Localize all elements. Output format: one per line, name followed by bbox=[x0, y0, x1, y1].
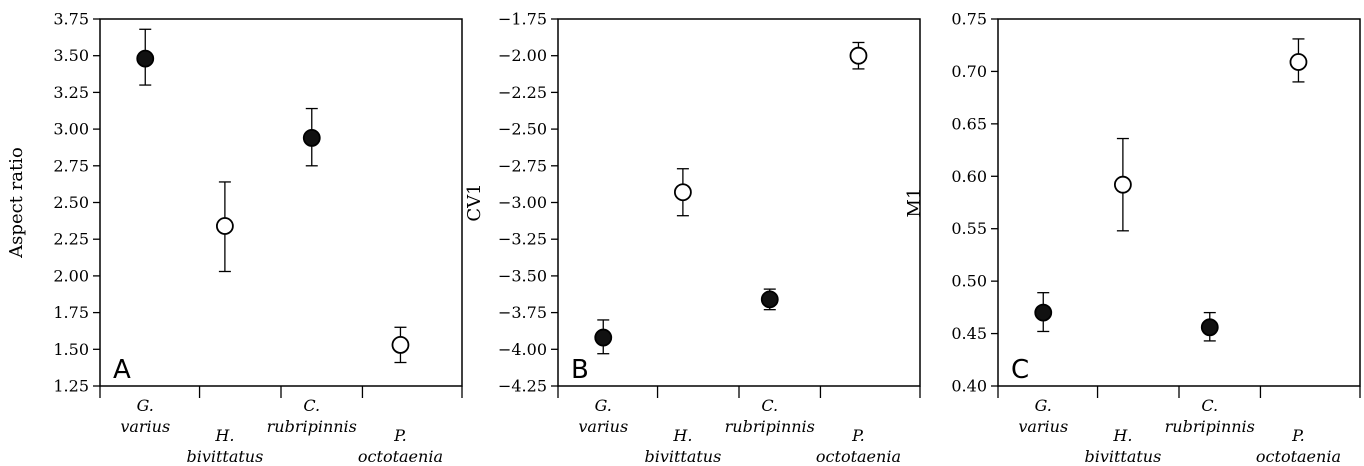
data-point bbox=[1289, 53, 1308, 71]
y-tick-label: −2.50 bbox=[498, 120, 547, 139]
y-tick-label: 2.50 bbox=[53, 193, 89, 212]
category-label-genus: P. bbox=[851, 426, 865, 445]
y-tick-label: 1.50 bbox=[53, 340, 89, 359]
category-label-species: varius bbox=[1018, 417, 1068, 436]
y-tick-label: 0.40 bbox=[951, 377, 987, 396]
data-point bbox=[215, 217, 234, 235]
y-tick-label: 2.25 bbox=[53, 230, 89, 249]
data-point bbox=[391, 335, 410, 354]
panel-a: 1.25 1.50 1.75 2.00 2.25 2.50 2.75 3.00 3.25 3.50… bbox=[6, 10, 463, 466]
y-tick-label: 0.75 bbox=[951, 10, 987, 29]
category-label-species: rubripinnis bbox=[725, 417, 815, 436]
category-label-species: bivittatus bbox=[186, 447, 263, 466]
y-tick-label: 0.70 bbox=[951, 62, 987, 81]
category-label-genus: P. bbox=[1291, 426, 1305, 445]
category-label-species: varius bbox=[120, 417, 170, 436]
y-tick-label: −1.75 bbox=[498, 10, 547, 29]
y-tick-label: −3.75 bbox=[498, 303, 547, 322]
data-point bbox=[1034, 303, 1053, 322]
data-point bbox=[849, 46, 868, 65]
y-axis-title: Aspect ratio bbox=[6, 147, 27, 259]
y-tick-label: 0.60 bbox=[951, 167, 987, 186]
category-label-species: octotaenia bbox=[358, 447, 443, 466]
y-tick-label: 3.00 bbox=[53, 120, 89, 139]
y-tick-label: 2.00 bbox=[53, 266, 89, 285]
y-tick-label: 0.55 bbox=[951, 219, 987, 238]
data-point bbox=[594, 328, 613, 347]
y-tick-label: −2.25 bbox=[498, 83, 547, 102]
category-label-genus: P. bbox=[393, 426, 407, 445]
panel-letter: A bbox=[113, 355, 131, 385]
panel-b: −4.25 −4.00 −3.75 −3.50 −3.25 −3.00 −2.75 −2.50… bbox=[464, 10, 921, 466]
data-point bbox=[760, 290, 779, 309]
panel-letter: C bbox=[1011, 355, 1029, 385]
category-label-species: varius bbox=[578, 417, 628, 436]
y-tick-label: −2.75 bbox=[498, 156, 547, 175]
y-tick-label: 1.75 bbox=[53, 303, 89, 322]
plot-frame bbox=[997, 18, 1361, 387]
data-point bbox=[673, 183, 692, 202]
y-tick-label: −2.00 bbox=[498, 46, 547, 65]
category-label-genus: H. bbox=[1112, 426, 1132, 445]
category-label-genus: G. bbox=[1035, 396, 1052, 415]
data-point bbox=[1200, 318, 1219, 337]
data-point bbox=[1113, 175, 1132, 194]
category-label-genus: H. bbox=[214, 426, 234, 445]
category-label-species: bivittatus bbox=[1084, 447, 1161, 466]
category-label-species: octotaenia bbox=[1256, 447, 1341, 466]
y-tick-label: −3.00 bbox=[498, 193, 547, 212]
y-axis-title: M1 bbox=[904, 188, 925, 218]
plot-frame bbox=[557, 18, 921, 387]
category-label-genus: C. bbox=[303, 396, 320, 415]
panel-c: 0.40 0.45 0.50 0.55 0.60 0.65 0.70 0.75 M1 G. vari… bbox=[904, 10, 1361, 466]
category-label-genus: G. bbox=[137, 396, 154, 415]
y-tick-label: 1.25 bbox=[53, 377, 89, 396]
y-tick-label: 3.25 bbox=[53, 83, 89, 102]
category-label-species: rubripinnis bbox=[267, 417, 357, 436]
y-tick-label: 2.75 bbox=[53, 156, 89, 175]
y-tick-label: 0.50 bbox=[951, 272, 987, 291]
plot-frame bbox=[99, 18, 463, 387]
y-tick-label: −4.00 bbox=[498, 340, 547, 359]
category-label-genus: H. bbox=[672, 426, 692, 445]
category-label-genus: C. bbox=[761, 396, 778, 415]
y-tick-label: 0.45 bbox=[951, 324, 987, 343]
y-tick-label: 3.50 bbox=[53, 46, 89, 65]
category-label-species: bivittatus bbox=[644, 447, 721, 466]
y-tick-label: 3.75 bbox=[53, 10, 89, 29]
data-point bbox=[302, 129, 321, 147]
data-point bbox=[136, 49, 155, 68]
category-label-species: rubripinnis bbox=[1165, 417, 1255, 436]
category-label-genus: G. bbox=[595, 396, 612, 415]
panel-letter: B bbox=[571, 355, 589, 385]
y-tick-label: −3.25 bbox=[498, 230, 547, 249]
category-label-genus: C. bbox=[1201, 396, 1218, 415]
y-tick-label: −4.25 bbox=[498, 377, 547, 396]
category-label-species: octotaenia bbox=[816, 447, 901, 466]
y-axis-title: CV1 bbox=[464, 183, 485, 221]
y-tick-label: 0.65 bbox=[951, 114, 987, 133]
y-tick-label: −3.50 bbox=[498, 266, 547, 285]
